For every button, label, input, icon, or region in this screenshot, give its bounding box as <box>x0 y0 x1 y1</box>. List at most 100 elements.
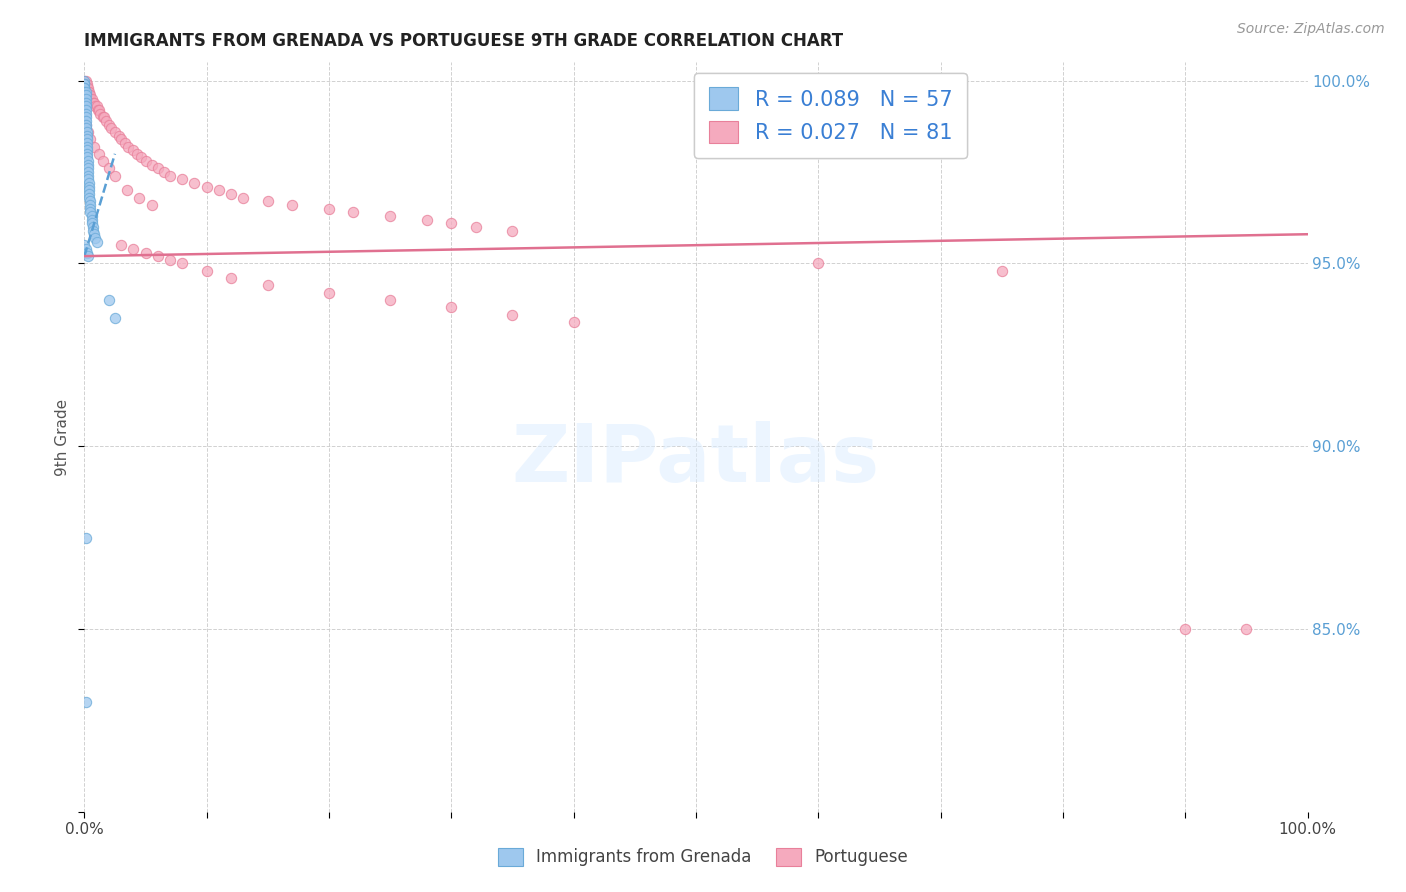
Point <box>195 264 218 278</box>
Point <box>97 118 120 132</box>
Point <box>83 227 105 242</box>
Point <box>110 132 132 146</box>
Point <box>73 88 96 103</box>
Point <box>146 161 169 176</box>
Point <box>75 118 97 132</box>
Point <box>440 301 463 315</box>
Point <box>75 242 97 256</box>
Point <box>172 172 194 186</box>
Point <box>76 143 98 157</box>
Legend: R = 0.089   N = 57, R = 0.027   N = 81: R = 0.089 N = 57, R = 0.027 N = 81 <box>695 73 967 158</box>
Point <box>77 191 100 205</box>
Point <box>79 205 101 219</box>
Point <box>75 73 97 87</box>
Point <box>77 172 100 186</box>
Point <box>342 205 364 219</box>
Point <box>73 73 96 87</box>
Point <box>100 121 122 136</box>
Point <box>75 110 97 124</box>
Point <box>77 161 100 176</box>
Point <box>75 95 97 110</box>
Point <box>183 176 205 190</box>
Point <box>79 92 101 106</box>
Point <box>79 194 101 209</box>
Point <box>73 85 96 99</box>
Point <box>153 165 176 179</box>
Point <box>232 191 254 205</box>
Point <box>195 179 218 194</box>
Point <box>1174 622 1197 636</box>
Point <box>84 231 107 245</box>
Point <box>380 293 402 307</box>
Point <box>84 99 107 113</box>
Point <box>73 238 96 252</box>
Point <box>135 154 157 169</box>
Point <box>159 169 181 183</box>
Point <box>146 249 169 263</box>
Point <box>73 73 96 87</box>
Point <box>77 179 100 194</box>
Point <box>502 308 524 322</box>
Point <box>77 85 100 99</box>
Point <box>96 114 118 128</box>
Point <box>208 183 231 197</box>
Point <box>75 78 97 92</box>
Point <box>141 158 163 172</box>
Legend: Immigrants from Grenada, Portuguese: Immigrants from Grenada, Portuguese <box>489 839 917 875</box>
Point <box>104 125 127 139</box>
Point <box>159 252 181 267</box>
Point <box>93 110 115 124</box>
Point <box>79 202 101 216</box>
Point <box>141 198 163 212</box>
Point <box>77 158 100 172</box>
Point <box>76 128 98 143</box>
Point <box>129 151 152 165</box>
Point <box>75 695 97 709</box>
Point <box>87 146 110 161</box>
Text: IMMIGRANTS FROM GRENADA VS PORTUGUESE 9TH GRADE CORRELATION CHART: IMMIGRANTS FROM GRENADA VS PORTUGUESE 9T… <box>84 32 844 50</box>
Point <box>807 256 830 270</box>
Point <box>86 99 108 113</box>
Point <box>87 103 110 117</box>
Point <box>76 139 98 153</box>
Point <box>172 256 194 270</box>
Point <box>75 85 97 99</box>
Point <box>76 78 98 92</box>
Point <box>104 311 127 326</box>
Point <box>380 209 402 223</box>
Point <box>79 88 101 103</box>
Point <box>75 531 97 545</box>
Point <box>76 132 98 146</box>
Point <box>219 271 242 285</box>
Point <box>80 92 103 106</box>
Point <box>1236 622 1258 636</box>
Point <box>115 183 138 197</box>
Point <box>91 154 114 169</box>
Point <box>76 146 98 161</box>
Point <box>76 136 98 150</box>
Point <box>75 118 97 132</box>
Point <box>77 169 100 183</box>
Point <box>75 99 97 113</box>
Point <box>318 202 340 216</box>
Point <box>75 114 97 128</box>
Point <box>86 235 108 249</box>
Point <box>75 103 97 117</box>
Point <box>110 238 132 252</box>
Point <box>82 219 104 234</box>
Point <box>257 194 280 209</box>
Point <box>122 143 145 157</box>
Point <box>128 191 150 205</box>
Point <box>80 212 103 227</box>
Point <box>79 198 101 212</box>
Text: ZIPatlas: ZIPatlas <box>512 420 880 499</box>
Point <box>75 106 97 120</box>
Point <box>73 81 96 95</box>
Text: Source: ZipAtlas.com: Source: ZipAtlas.com <box>1237 22 1385 37</box>
Point <box>281 198 304 212</box>
Point <box>76 81 98 95</box>
Point <box>135 245 157 260</box>
Point <box>91 110 114 124</box>
Point <box>73 78 96 92</box>
Point <box>77 183 100 197</box>
